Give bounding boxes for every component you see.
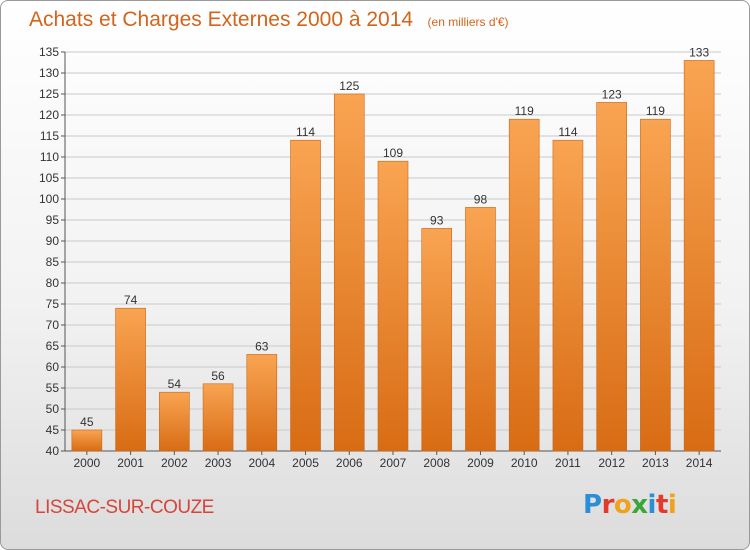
bar bbox=[421, 228, 453, 452]
bar bbox=[465, 207, 496, 452]
x-tick-label: 2005 bbox=[292, 456, 319, 470]
y-tick-label: 50 bbox=[46, 402, 60, 416]
x-tick-label: 2014 bbox=[686, 456, 713, 470]
x-tick-label: 2010 bbox=[511, 456, 538, 470]
x-tick-label: 2004 bbox=[248, 456, 275, 470]
bar bbox=[552, 139, 584, 452]
bar bbox=[508, 118, 540, 452]
logo-letter: x bbox=[631, 490, 648, 520]
y-tick-label: 105 bbox=[39, 171, 59, 185]
bar bbox=[333, 93, 365, 452]
y-tick-label: 45 bbox=[46, 423, 60, 437]
data-label: 98 bbox=[474, 192, 488, 206]
data-label: 114 bbox=[558, 125, 577, 139]
bar bbox=[596, 102, 627, 452]
x-tick-label: 2000 bbox=[74, 456, 101, 470]
x-tick-label: 2002 bbox=[161, 456, 188, 470]
y-tick-label: 60 bbox=[46, 360, 60, 374]
x-tick-label: 2008 bbox=[423, 456, 450, 470]
data-label: 114 bbox=[296, 125, 315, 139]
bar bbox=[202, 383, 234, 452]
bar bbox=[246, 354, 278, 452]
logo-letter: P bbox=[583, 490, 602, 520]
y-tick-label: 75 bbox=[46, 297, 60, 311]
bar bbox=[71, 429, 103, 452]
y-tick-label: 115 bbox=[40, 129, 59, 143]
y-tick-label: 65 bbox=[46, 339, 60, 353]
data-label: 45 bbox=[80, 415, 94, 429]
y-tick-label: 135 bbox=[39, 45, 59, 59]
x-tick-label: 2007 bbox=[380, 456, 407, 470]
commune-name: LISSAC-SUR-COUZE bbox=[35, 497, 214, 518]
y-tick-label: 85 bbox=[46, 255, 60, 269]
title-row: Achats et Charges Externes 2000 à 2014 (… bbox=[29, 8, 509, 32]
labels: 40 45 50 55 60 65 70 75 80 85 90 95 100 105 110 115 120 1… bbox=[39, 45, 713, 470]
data-label: 56 bbox=[211, 369, 225, 383]
y-tick-label: 120 bbox=[39, 108, 59, 122]
x-tick-label: 2012 bbox=[598, 456, 625, 470]
bar bbox=[377, 160, 409, 452]
bar bbox=[683, 60, 715, 452]
logo-letter: o bbox=[613, 490, 632, 520]
y-tick-label: 110 bbox=[40, 150, 59, 164]
data-label: 119 bbox=[515, 104, 534, 118]
y-tick-label: 130 bbox=[39, 66, 59, 80]
logo-letter: r bbox=[601, 490, 615, 520]
data-label: 74 bbox=[124, 293, 138, 307]
logo-letter: i bbox=[647, 490, 657, 520]
x-tick-label: 2009 bbox=[467, 456, 494, 470]
bar bbox=[290, 139, 321, 452]
data-label: 125 bbox=[339, 79, 359, 93]
bar bbox=[640, 118, 671, 452]
y-tick-label: 90 bbox=[46, 234, 60, 248]
x-tick-label: 2013 bbox=[642, 456, 669, 470]
data-label: 63 bbox=[255, 339, 269, 353]
bar bbox=[115, 307, 146, 452]
data-label: 54 bbox=[168, 377, 182, 391]
x-tick-label: 2006 bbox=[336, 456, 363, 470]
data-label: 93 bbox=[430, 213, 444, 227]
chart-unit: (en milliers d'€) bbox=[427, 15, 509, 29]
y-tick-label: 80 bbox=[46, 276, 60, 290]
x-tick-label: 2003 bbox=[205, 456, 232, 470]
logo-letter: t bbox=[655, 490, 668, 520]
x-tick-label: 2011 bbox=[555, 456, 581, 470]
y-tick-label: 55 bbox=[46, 381, 60, 395]
x-tick-label: 2001 bbox=[117, 456, 144, 470]
y-tick-label: 40 bbox=[46, 444, 60, 458]
bar bbox=[159, 391, 190, 452]
proxiti-logo[interactable]: Proxiti bbox=[583, 490, 677, 520]
data-label: 133 bbox=[689, 45, 709, 59]
y-tick-label: 95 bbox=[46, 213, 60, 227]
y-tick-label: 100 bbox=[39, 192, 59, 206]
y-tick-label: 70 bbox=[46, 318, 60, 332]
logo-letter: i bbox=[667, 490, 677, 520]
chart-title: Achats et Charges Externes 2000 à 2014 bbox=[29, 8, 414, 31]
y-tick-label: 125 bbox=[39, 87, 59, 101]
data-label: 123 bbox=[602, 87, 622, 101]
data-label: 109 bbox=[383, 146, 403, 160]
data-label: 119 bbox=[646, 104, 665, 118]
bars bbox=[71, 60, 715, 452]
